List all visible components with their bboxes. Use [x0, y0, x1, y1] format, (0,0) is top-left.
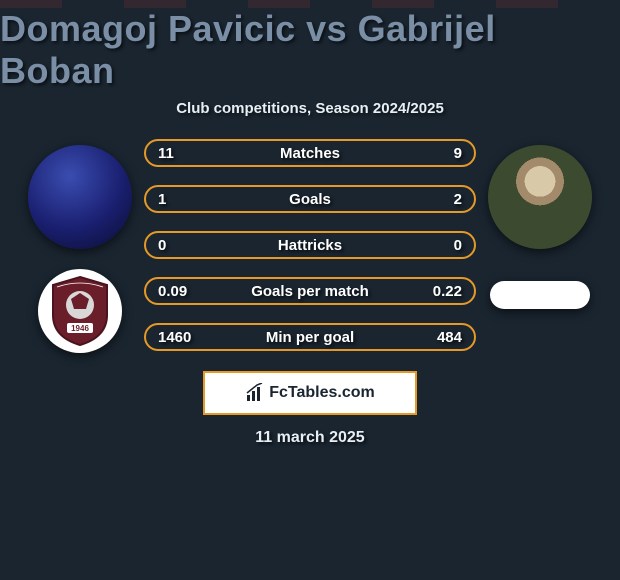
stat-row-hattricks: 0 Hattricks 0	[144, 231, 476, 259]
brand-text: FcTables.com	[269, 384, 375, 402]
page-title: Domagoj Pavicic vs Gabrijel Boban	[0, 8, 620, 92]
player-left-club-badge: 1946	[38, 269, 122, 353]
brand-inner: FcTables.com	[205, 373, 415, 413]
bar-chart-icon	[245, 383, 265, 403]
stat-right-value: 9	[454, 145, 462, 162]
stat-label: Matches	[280, 145, 340, 162]
right-player-column	[480, 139, 600, 309]
stat-left-value: 1460	[158, 329, 191, 346]
main-row: 1946 11 Matches 9 1 Goals 2 0 Hattricks …	[0, 139, 620, 353]
player-right-avatar	[488, 145, 592, 249]
stat-right-value: 484	[437, 329, 462, 346]
comparison-date: 11 march 2025	[255, 429, 364, 447]
stat-right-value: 2	[454, 191, 462, 208]
player-left-avatar	[28, 145, 132, 249]
stat-row-min-per-goal: 1460 Min per goal 484	[144, 323, 476, 351]
comparison-card: Domagoj Pavicic vs Gabrijel Boban Club c…	[0, 0, 620, 447]
page-subtitle: Club competitions, Season 2024/2025	[176, 100, 444, 117]
brand-badge[interactable]: FcTables.com	[203, 371, 417, 415]
stat-left-value: 1	[158, 191, 166, 208]
player-right-club-pill	[490, 281, 590, 309]
stat-right-value: 0	[454, 237, 462, 254]
stat-row-matches: 11 Matches 9	[144, 139, 476, 167]
stat-left-value: 11	[158, 145, 174, 162]
club-crest-icon: 1946	[49, 275, 111, 347]
stat-label: Goals	[289, 191, 331, 208]
stat-right-value: 0.22	[433, 283, 462, 300]
left-player-column: 1946	[20, 139, 140, 353]
stat-row-goals: 1 Goals 2	[144, 185, 476, 213]
stat-label: Min per goal	[266, 329, 354, 346]
stat-left-value: 0	[158, 237, 166, 254]
stat-label: Hattricks	[278, 237, 342, 254]
stat-label: Goals per match	[251, 283, 369, 300]
stat-row-goals-per-match: 0.09 Goals per match 0.22	[144, 277, 476, 305]
stats-column: 11 Matches 9 1 Goals 2 0 Hattricks 0 0.0…	[140, 139, 480, 351]
stat-left-value: 0.09	[158, 283, 187, 300]
crest-year: 1946	[71, 324, 89, 333]
